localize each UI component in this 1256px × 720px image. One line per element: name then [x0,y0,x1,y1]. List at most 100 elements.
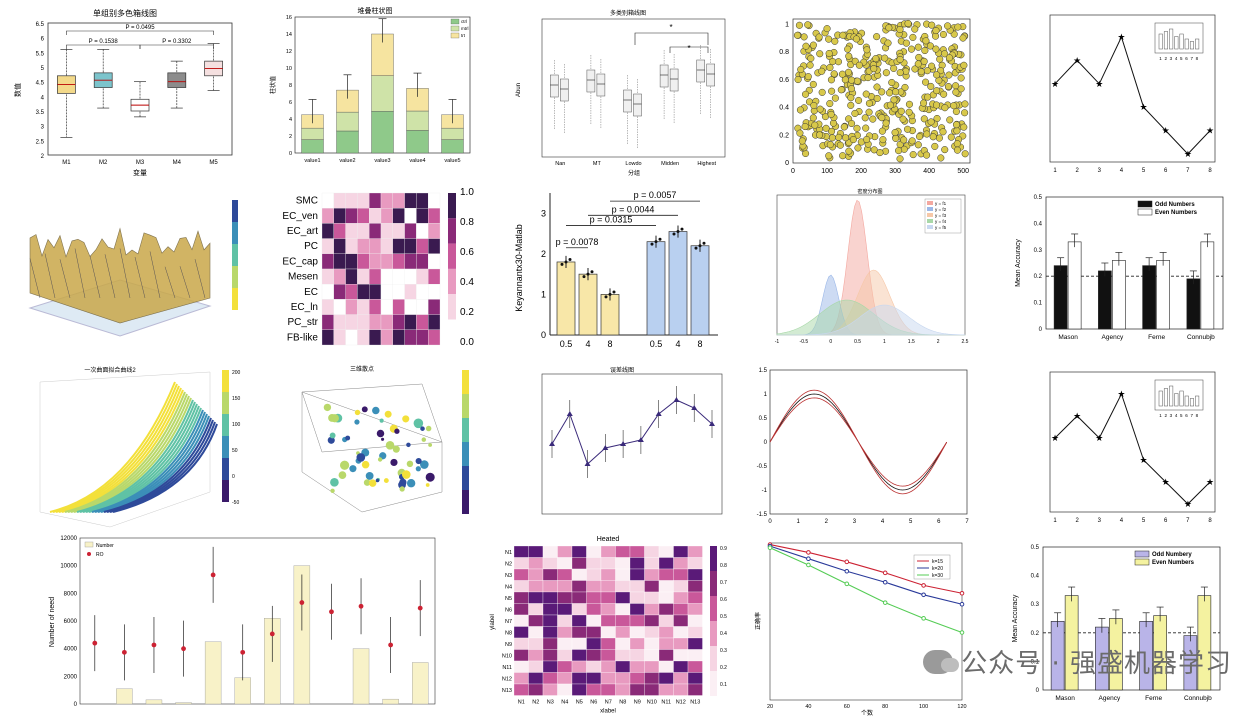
sig-star: * [669,23,672,32]
row-label: PC [304,241,318,252]
y-tick-label: 5 [41,66,45,72]
chart-title: Heated [597,536,620,543]
heat-cell [345,314,358,330]
scatter-point [914,43,922,51]
colorbar-label: 0.6 [460,247,474,258]
scatter-point [927,118,935,126]
big-heatmap-panel: Heated N1 N2 N3 N4 N5 N6 N7 N8 N9 N10 N11 N12 N13 N1 N2… [488,532,750,718]
y-tick-label: 10 [286,66,292,72]
heat-cell [321,314,334,330]
scatter-point [936,55,944,63]
heat-cell [615,672,631,685]
x-tick-label: 5 [1142,168,1146,174]
scatter-point [863,46,871,54]
scatter3d-point [329,432,336,439]
row-label: N9 [505,642,512,648]
heat-cell [629,614,645,627]
heat-cell [687,614,703,627]
x-tick-label: 2 [1075,168,1079,174]
surface-mesh [29,227,211,324]
colorbar-label: 0.1 [720,682,727,688]
data-point [676,230,680,234]
x-tick-label: 100 [821,168,833,175]
scatter-point [961,109,969,117]
scatter-point [881,54,889,62]
col-label: N6 [590,700,597,706]
accuracy-bar-panel-2: 0 0.1 0.2 0.3 0.4 0.5 Mean Accuracy Mason Agency… [1005,535,1235,718]
triangle-marker [655,411,662,416]
heat-cell [615,545,631,558]
multi-boxplot-panel: 多类别箱线图 Abun 分组 Nan MT Lowdo Midden Highest * * [510,5,735,180]
inset-bar [1184,395,1189,407]
density-area [776,304,966,336]
scatter-point [917,68,925,76]
scatter-point [825,35,833,43]
x-tick-label: 0 [791,168,795,175]
scatter3d-panel: 三维散点 [262,362,484,530]
star-marker: ★ [1051,79,1059,89]
heat-cell [369,192,382,209]
y-tick-label: -1 [762,488,768,494]
heat-cell [392,314,405,330]
inset-bar [1169,28,1174,50]
scatter-point [899,115,907,123]
accuracy-bar-chart-2: 0 0.1 0.2 0.3 0.4 0.5 Mean Accuracy Mason Agency… [1012,545,1221,702]
scatter-point [932,45,940,53]
scatter-point [897,107,905,115]
heat-cell [528,672,544,685]
col-label: N4 [561,700,568,706]
scatter3d-chart: 三维散点 [301,365,469,514]
scatter-point [903,125,912,133]
accuracy-bar-panel: 0 0.1 0.2 0.3 0.4 0.5 Mean Accuracy Mason Agency… [1008,185,1228,357]
heat-cell [586,672,602,685]
legend-swatch [1134,558,1150,566]
chart-title: 三维散点 [350,365,374,373]
mesh-line [59,259,71,299]
scatter-point [928,21,936,29]
scatter3d-point [394,428,400,434]
heat-cell [658,672,674,685]
heat-cell [345,208,358,224]
heat-cell [600,545,616,558]
colorbar-segment [232,222,238,244]
scatter3d-point [398,481,406,489]
heat-cell [586,683,602,696]
mesh-line [74,248,86,299]
x-tick-label: 1 [883,339,886,345]
heat-cell [687,672,703,685]
y-tick-label: 0.3 [1034,248,1043,254]
density-chart: 密度分布图-1 -0.5 0 0.5 1 1.5 2 2.5y = f1y = f2y = f… [775,188,969,345]
sine-chart: 0 1 2 3 4 5 6 7 -1.5 -1 -0.5 0 0.5 1 1.5 [757,368,970,525]
scatter-point [816,105,824,113]
heat-cell [658,568,674,581]
heat-cell [673,568,689,581]
heatmap-chart: SMC EC_ven EC_art PC EC_cap Mesen EC EC_ln PC_st… [282,187,474,348]
row-label: N8 [505,631,512,637]
heat-cell [687,649,703,662]
scatter-point [847,85,855,93]
scatter3d-point [363,479,371,486]
p-value-label: P = 0.1538 [89,39,119,45]
scatter3d-point [384,410,392,418]
scatter-point [908,137,916,145]
mesh-line [89,255,101,299]
scatter-point [864,74,872,82]
legend-swatch [927,201,933,205]
y-tick-label: 4 [289,117,292,123]
scatter-point [815,33,823,41]
heat-cell [369,329,382,346]
scatter-point [953,140,961,148]
surface-strip [67,393,188,513]
scatter3d-point [425,425,432,432]
scatter-point [810,101,818,110]
scatter3d-point [330,478,339,487]
plot-frame [769,369,968,515]
bar [1112,260,1126,330]
row-label: N2 [505,562,512,568]
inset-bar [1174,36,1179,50]
y-tick-label: 4 [41,95,45,101]
x-tick-label: value3 [374,158,390,164]
triangle-marker [566,411,573,416]
heat-cell [644,591,660,604]
legend-label: k=30 [932,573,943,579]
